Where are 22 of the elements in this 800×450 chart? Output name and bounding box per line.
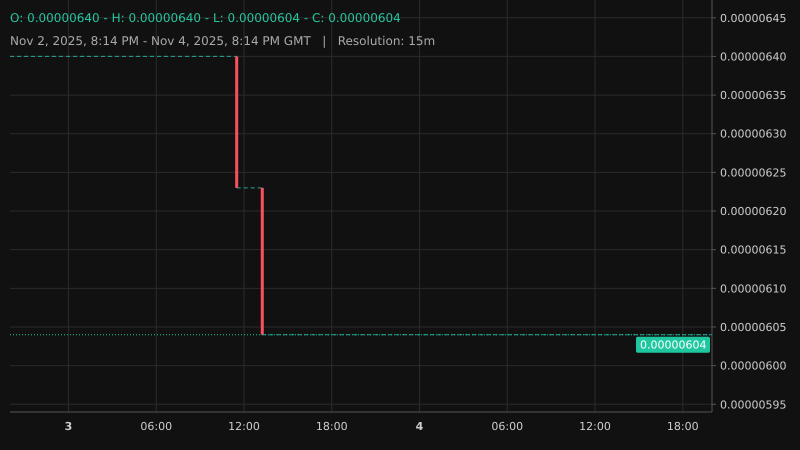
x-tick-label: 3: [64, 420, 72, 433]
y-tick-label: 0.00000640: [720, 50, 786, 64]
y-tick-label: 0.00000625: [720, 166, 786, 180]
y-tick-label: 0.00000605: [720, 320, 786, 334]
x-tick-label: 12:00: [228, 420, 260, 433]
text: O: 0.00000640 - H: 0.00000640 - L: 0.00000604 - C: 0.00000604: [10, 11, 401, 25]
x-tick-label: 18:00: [666, 420, 699, 433]
x-tick-label: 18:00: [316, 420, 348, 433]
x-tick-label: 06:00: [140, 420, 172, 433]
y-tick-label: 0.00000635: [720, 89, 786, 102]
x-tick-label: 12:00: [579, 420, 611, 433]
x-tick-label: 4: [416, 420, 424, 433]
y-tick-label: 0.00000645: [720, 12, 786, 25]
y-tick-label: 0.00000610: [720, 282, 786, 296]
y-tick-label: 0.00000620: [720, 205, 786, 218]
y-tick-label: 0.00000630: [720, 128, 786, 141]
y-tick-label: 0.00000615: [720, 244, 786, 257]
ref-line-label: 0.00000604: [640, 338, 706, 352]
y-tick-label: 0.00000600: [720, 360, 786, 373]
x-tick-label: 06:00: [491, 420, 524, 433]
y-tick-label: 0.00000595: [720, 398, 786, 412]
text: Nov 2, 2025, 8:14 PM - Nov 4, 2025, 8:14 PM GMT | Resolution: 15m: [10, 34, 436, 48]
